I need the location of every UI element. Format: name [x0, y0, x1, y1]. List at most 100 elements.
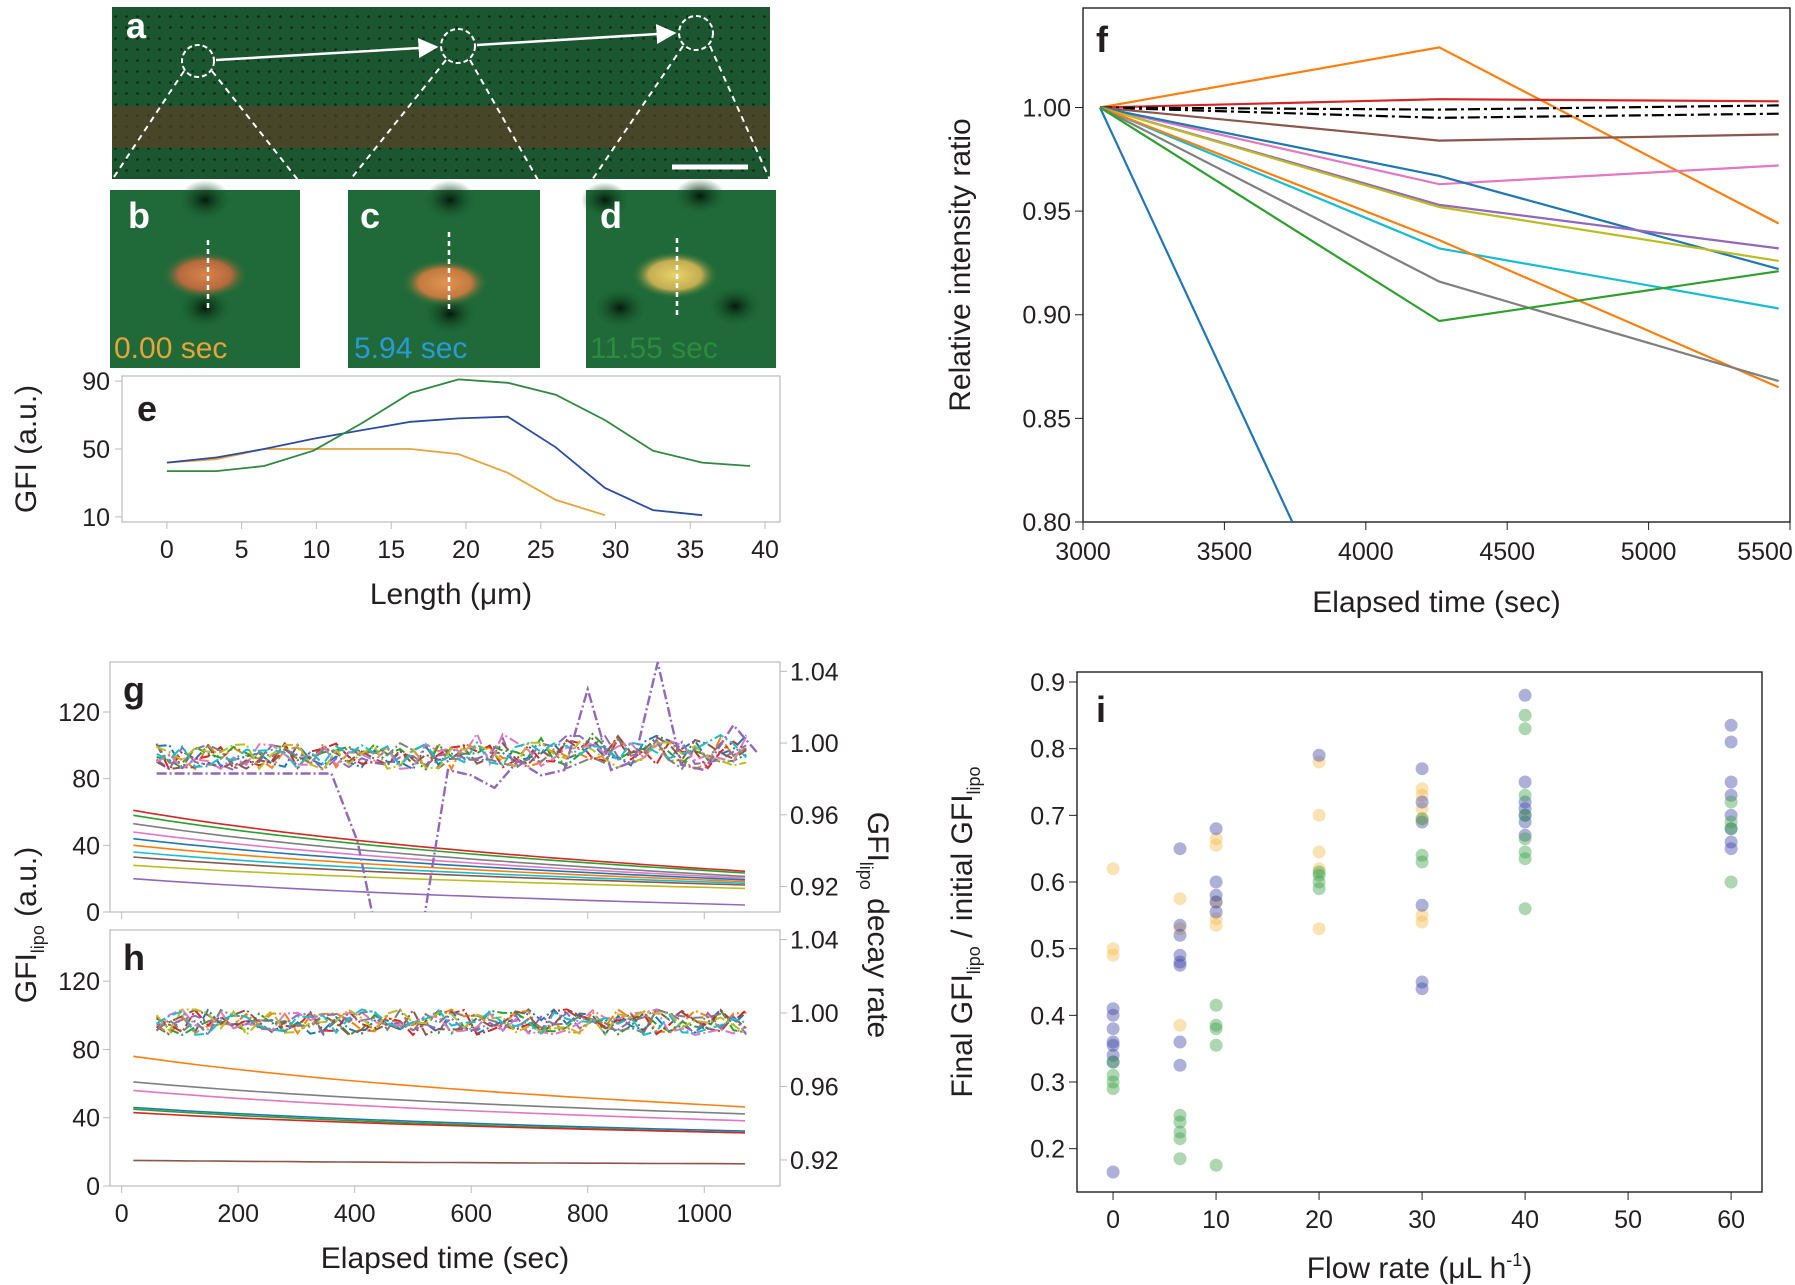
scatter-point — [1106, 1035, 1120, 1049]
x-tick-label: 0 — [160, 536, 174, 564]
plot-frame — [109, 661, 781, 913]
y-tick-label: 0.7 — [1030, 802, 1065, 830]
scatter-point — [1312, 868, 1326, 882]
scatter-point — [1209, 895, 1223, 909]
scatter-point — [1173, 1018, 1187, 1032]
y-tick-label: 0.3 — [1030, 1069, 1065, 1097]
panel-a-image: a — [112, 5, 770, 179]
y-axis-label: Final GFIlipo / initial GFIlipo — [946, 766, 984, 1097]
profile-line — [166, 378, 751, 473]
scatter-point — [1312, 755, 1326, 769]
x-tick-label: 0 — [1106, 1206, 1120, 1234]
x-tick-label: 60 — [1717, 1206, 1745, 1234]
motion-arrow — [476, 24, 677, 47]
scatter-point — [1724, 822, 1738, 836]
series-group — [133, 662, 758, 912]
chart-gh-shared-labels: Elapsed time (sec)GFIlipo (a.u.)GFIlipo … — [10, 812, 894, 1275]
scatter-point — [1106, 1082, 1120, 1096]
scatter-point — [1724, 835, 1738, 849]
scatter-point — [1173, 892, 1187, 906]
y-tick-label: 0.80 — [1022, 509, 1071, 537]
y-left-tick-label: 80 — [72, 766, 100, 794]
intensity-line — [133, 856, 746, 886]
y-axis-label: GFI (a.u.) — [10, 385, 43, 513]
ratio-line — [1099, 107, 1294, 522]
scatter-point — [1415, 812, 1429, 826]
scatter-point — [1518, 815, 1532, 829]
x-tick-label: 5500 — [1737, 538, 1793, 566]
scatter-point — [1173, 928, 1187, 942]
ratio-line — [1099, 46, 1780, 225]
scatter-point — [1415, 802, 1429, 816]
scatter-point — [1209, 822, 1223, 836]
x-tick-label: 10 — [1202, 1206, 1230, 1234]
plot-frame — [1076, 671, 1763, 1193]
decay-rate-outlier-trace — [156, 662, 758, 912]
x-tick-label: 1000 — [676, 1200, 732, 1228]
scatter-point — [1724, 795, 1738, 809]
panel-c-timestamp: 5.94 sec — [354, 332, 467, 365]
y-left-tick-label: 80 — [72, 1036, 100, 1064]
scatter-point — [1724, 875, 1738, 889]
plot-frame — [109, 929, 781, 1187]
y-tick-label: 1.00 — [1022, 94, 1071, 122]
scatter-point — [1106, 1055, 1120, 1069]
decay-rate-trace — [155, 1008, 747, 1037]
x-tick-label: 20 — [1305, 1206, 1333, 1234]
scatter-point — [1518, 902, 1532, 916]
scatter-point — [1415, 898, 1429, 912]
x-axis-label: Elapsed time (sec) — [321, 1242, 569, 1275]
decay-rate-trace — [156, 1008, 747, 1036]
scatter-point — [1106, 1055, 1120, 1069]
y-left-tick-label: 0 — [86, 1173, 100, 1201]
y-tick-label: 0.90 — [1022, 302, 1071, 330]
scatter-point — [1106, 1038, 1120, 1052]
panel-g-letter: g — [123, 669, 145, 710]
ratio-line — [1099, 106, 1780, 389]
y-axis-label-sub: lipo — [964, 766, 984, 794]
scatter-point — [1209, 875, 1223, 889]
x-tick-label: 5 — [235, 536, 249, 564]
y-right-axis-label-sub: lipo — [856, 862, 876, 890]
intensity-line — [133, 1055, 746, 1108]
tracked-liposome-marker — [181, 44, 215, 78]
decay-rate-trace — [156, 732, 747, 771]
decay-rate-trace — [156, 734, 747, 772]
panel-d-letter: d — [600, 195, 622, 236]
tracked-liposome-marker — [678, 15, 714, 51]
y-left-axis-label-sub: lipo — [28, 925, 48, 953]
x-tick-label: 35 — [676, 536, 704, 564]
scatter-point — [1312, 748, 1326, 762]
scatter-point — [1415, 915, 1429, 929]
scatter-point — [1106, 1002, 1120, 1016]
x-tick-label: 3500 — [1197, 538, 1253, 566]
scatter-point — [1518, 802, 1532, 816]
panel-d-timestamp: 11.55 sec — [590, 332, 718, 365]
y-tick-label: 10 — [82, 504, 110, 532]
panel-i-letter: i — [1096, 689, 1106, 730]
scatter-point — [1415, 855, 1429, 869]
scatter-point — [1724, 822, 1738, 836]
intensity-line — [133, 851, 746, 885]
intensity-line — [133, 864, 746, 890]
scatter-point — [1209, 895, 1223, 909]
ratio-line — [1099, 104, 1779, 111]
decay-rate-trace — [156, 731, 748, 771]
panel-b-timestamp: 0.00 sec — [114, 332, 227, 365]
scatter-point — [1415, 812, 1429, 826]
y-left-tick-label: 120 — [58, 968, 100, 996]
ratio-line — [1099, 106, 1780, 383]
scatter-point — [1106, 1022, 1120, 1036]
x-tick-label: 50 — [1614, 1206, 1642, 1234]
decay-rate-trace — [156, 734, 747, 771]
scatter-point — [1312, 808, 1326, 822]
scatter-point — [1106, 1165, 1120, 1179]
scatter-point — [1724, 808, 1738, 822]
scatter-point — [1415, 848, 1429, 862]
x-axis-label-main: Flow rate (μL h — [1307, 1252, 1507, 1285]
x-tick-label: 10 — [303, 536, 331, 564]
x-tick-label: 30 — [602, 536, 630, 564]
scatter-point — [1173, 1108, 1187, 1122]
ratio-line — [1099, 106, 1779, 262]
x-tick-label: 600 — [450, 1200, 492, 1228]
